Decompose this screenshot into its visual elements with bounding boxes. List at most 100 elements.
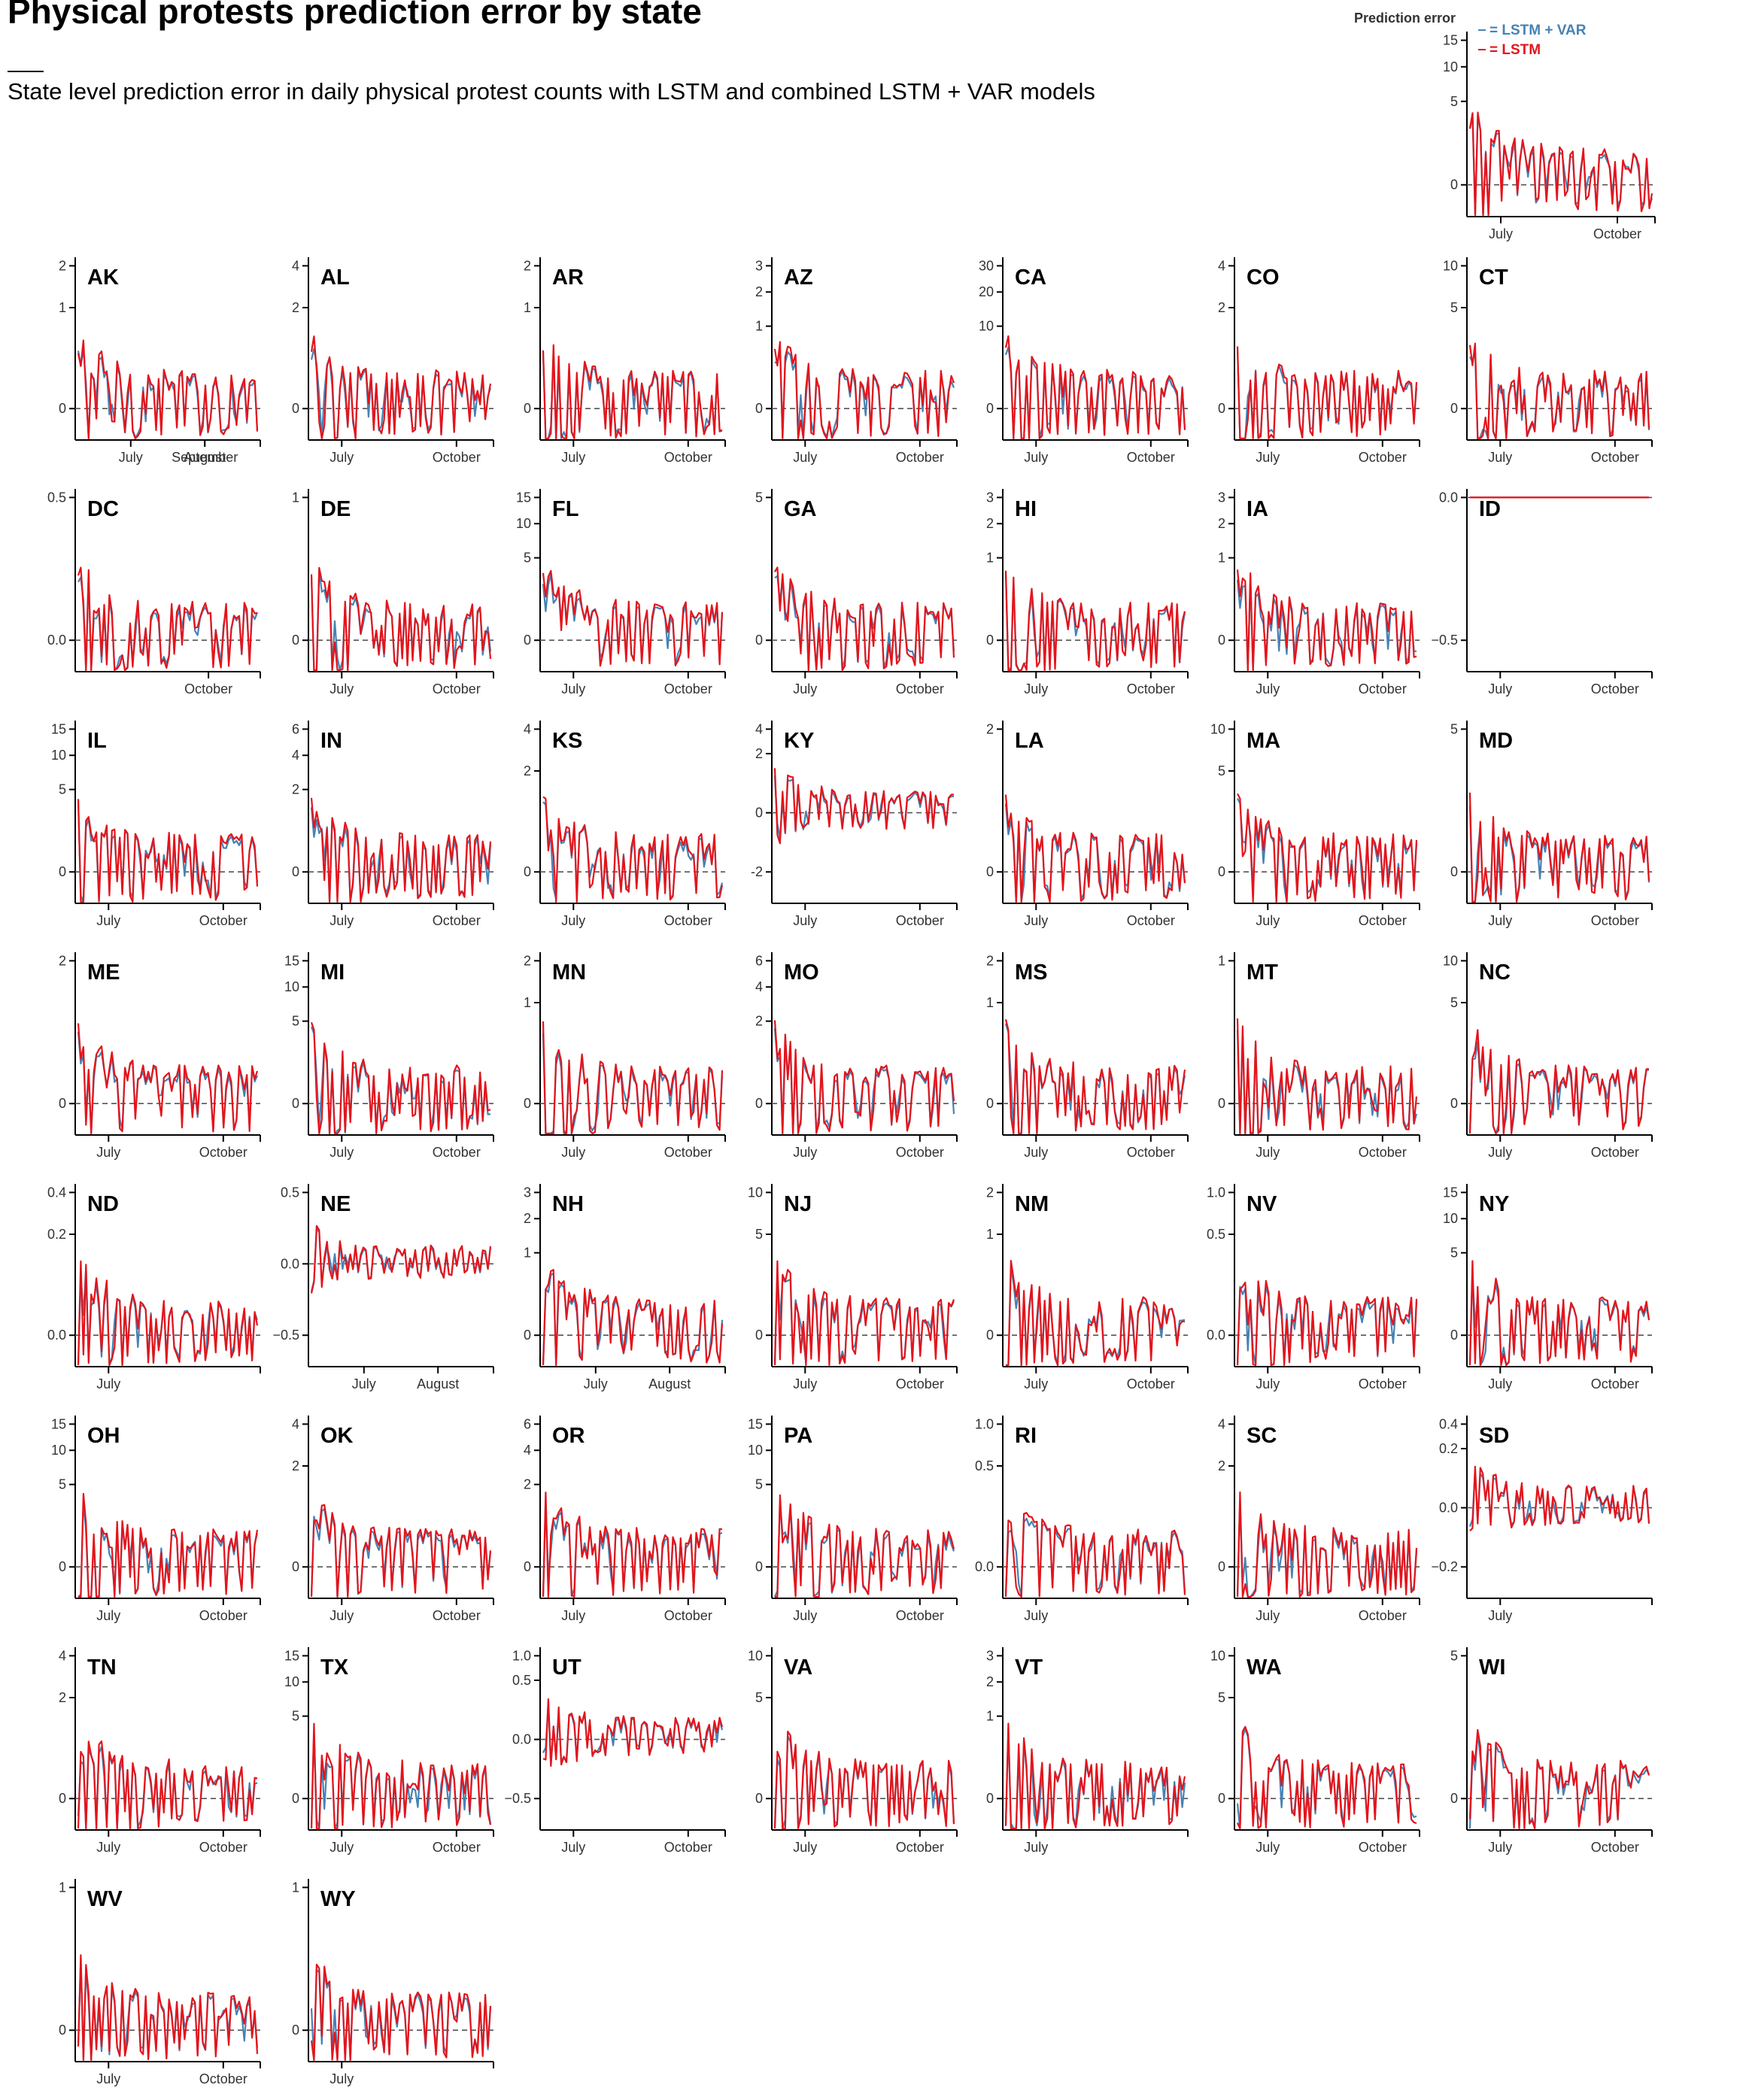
panel-ut-lstm-var-line: [542, 1701, 724, 1766]
panel-md-ytick-label: 5: [1450, 721, 1458, 736]
panel-sc-ytick-label: 4: [1218, 1416, 1225, 1431]
panel-nm-xtick-label: October: [1127, 1376, 1175, 1391]
state-label: MT: [1247, 960, 1278, 985]
panel-ks-ytick-label: 4: [524, 721, 531, 736]
panel-ak-ytick-label: 0: [59, 401, 66, 416]
state-panel-fl: 0 5 10 15 July October FL: [516, 489, 726, 696]
panel-nv-xtick-label: July: [1256, 1376, 1280, 1391]
panel-sc-xtick-label: July: [1256, 1608, 1280, 1623]
panel-nm-ytick-label: 2: [986, 1185, 994, 1200]
panel-il-lstm-line: [77, 799, 259, 903]
page-title: Physical protests prediction error by st…: [8, 0, 702, 31]
panel-in-lstm-var-line: [310, 807, 492, 903]
panel-mn-lstm-line: [542, 1021, 724, 1135]
panel-ms-ytick-label: 1: [986, 995, 994, 1010]
panel-ar-ytick-label: 0: [524, 401, 531, 416]
panel-vt-ytick-label: 3: [986, 1648, 994, 1663]
panel-in-ytick-label: 6: [292, 721, 299, 736]
state-label: OK: [320, 1424, 354, 1448]
state-panel-wy: 0 1 July WY: [292, 1879, 494, 2086]
panel-tx-ytick-label: 0: [292, 1791, 299, 1806]
panel-ny-ytick-label: 0: [1450, 1328, 1458, 1343]
panel-sd-ytick-label: 0.4: [1439, 1416, 1458, 1431]
panel-wa-ytick-label: 0: [1218, 1791, 1225, 1806]
panel-ok-xtick-label: October: [433, 1608, 481, 1623]
panel-ms-lstm-line: [1004, 1019, 1186, 1135]
panel-fl-xtick-label: July: [561, 681, 585, 696]
overview-ytick-label: 10: [1443, 59, 1458, 74]
panel-nh-xtick-label: July: [584, 1376, 608, 1391]
panel-va-lstm-line: [773, 1731, 955, 1830]
title-rule: [8, 71, 44, 72]
panel-mo-ytick-label: 2: [755, 1014, 763, 1029]
panel-ia-ytick-label: 2: [1218, 516, 1225, 531]
panel-mn-xtick-label: October: [664, 1145, 712, 1160]
panel-md-xtick-label: October: [1591, 913, 1639, 928]
panel-co-xtick-label: October: [1359, 450, 1407, 465]
panel-or-ytick-label: 6: [524, 1416, 531, 1431]
panel-wy-ytick-label: 0: [292, 2023, 299, 2038]
panel-pa-xtick-label: July: [793, 1608, 817, 1623]
panel-wy-xtick-label: July: [329, 2071, 354, 2086]
state-panel-mn: 0 1 2 July October MN: [524, 952, 726, 1160]
panel-mn-xtick-label: July: [561, 1145, 585, 1160]
state-label: IL: [87, 729, 107, 753]
state-panel-va: 0 5 10 July October VA: [748, 1647, 958, 1855]
panel-sc-lstm-line: [1236, 1491, 1418, 1598]
panel-tn-xtick-label: October: [199, 1840, 247, 1855]
panel-de-ytick-label: 0: [292, 633, 299, 648]
panel-md-ytick-label: 0: [1450, 864, 1458, 879]
panel-in-ytick-label: 4: [292, 748, 299, 763]
panel-dc-ytick-label: 0.5: [47, 490, 66, 505]
panel-nj-lstm-line: [773, 1260, 955, 1367]
state-label: DC: [87, 497, 119, 521]
panel-ut-ytick-label: 0.5: [512, 1673, 531, 1688]
state-label: AZ: [784, 266, 813, 290]
panel-il-xtick-label: October: [199, 913, 247, 928]
panel-la-xtick-label: July: [1024, 913, 1048, 928]
legend-entry-0: = LSTM + VAR: [1489, 23, 1587, 38]
panel-me-xtick-label: July: [96, 1145, 120, 1160]
panel-ri-xtick-label: July: [1024, 1608, 1048, 1623]
panel-sd-xtick-label: July: [1488, 1608, 1512, 1623]
panel-mn-ytick-label: 0: [524, 1096, 531, 1111]
panel-al-lstm-line: [310, 335, 492, 440]
panel-dc-xtick-label: October: [184, 681, 232, 696]
panel-oh-lstm-line: [78, 1492, 259, 1598]
panel-ky-ytick-label: 2: [755, 746, 763, 761]
panel-hi-ytick-label: 2: [986, 516, 994, 531]
panel-ok-ytick-label: 2: [292, 1458, 299, 1473]
panel-ri-ytick-label: 0.0: [975, 1559, 994, 1574]
panel-in-xtick-label: July: [329, 913, 354, 928]
panel-ct-xtick-label: July: [1488, 450, 1512, 465]
state-panel-mo: 0 2 4 6 July October MO: [755, 952, 958, 1160]
state-panel-ca: 0 10 20 30 July October CA: [979, 257, 1189, 465]
panel-md-lstm-line: [1468, 792, 1650, 903]
panel-wv-xtick-label: October: [199, 2071, 247, 2086]
panel-wa-lstm-var-line: [1236, 1728, 1417, 1830]
panel-or-ytick-label: 0: [524, 1559, 531, 1574]
panel-nm-lstm-line: [1006, 1260, 1186, 1367]
state-label: CO: [1247, 266, 1280, 290]
state-label: NE: [320, 1192, 351, 1216]
state-panel-mi: 0 5 10 15 July October MI: [284, 952, 494, 1160]
panel-fl-ytick-label: 15: [516, 490, 531, 505]
panel-ny-xtick-label: October: [1591, 1376, 1639, 1391]
panel-pa-lstm-line: [775, 1494, 955, 1598]
panel-in-xtick-label: October: [433, 913, 481, 928]
state-panel-nd: 0.0 0.2 0.4 July ND: [47, 1184, 261, 1391]
panel-wa-xtick-label: October: [1359, 1840, 1407, 1855]
panel-ct-ytick-label: 10: [1443, 258, 1458, 273]
panel-de-lstm-var-line: [310, 569, 492, 672]
state-panel-md: 0 5 July October MD: [1450, 721, 1653, 928]
panel-ma-xtick-label: October: [1359, 913, 1407, 928]
panel-ky-xtick-label: July: [793, 913, 817, 928]
panel-in-ytick-label: 0: [292, 864, 299, 879]
panel-wi-xtick-label: October: [1591, 1840, 1639, 1855]
panel-nv-ytick-label: 0.0: [1207, 1328, 1225, 1343]
panel-mo-ytick-label: 4: [755, 979, 763, 994]
panel-tx-xtick-label: July: [329, 1840, 354, 1855]
panel-tn-ytick-label: 0: [59, 1791, 66, 1806]
panel-nc-ytick-label: 10: [1443, 953, 1458, 968]
panel-mi-lstm-line: [310, 1021, 491, 1135]
